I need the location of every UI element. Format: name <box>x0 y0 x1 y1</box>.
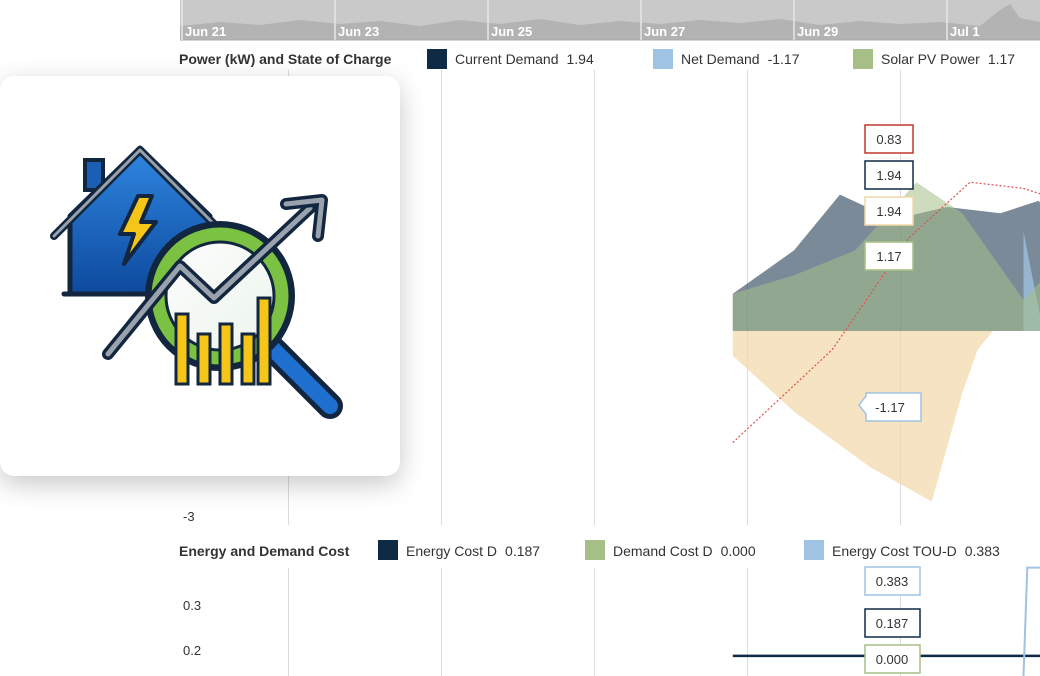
power-y-tick: -3 <box>183 509 195 524</box>
tooltip-demand-cost-d-value: 0.000 <box>876 652 909 667</box>
legend-swatch-net-demand <box>653 49 673 69</box>
tooltip-current-demand: 1.94 <box>864 160 914 190</box>
cost-y-tick-0-2: 0.2 <box>183 643 201 658</box>
svg-text:Energy Cost TOU-D0.383: Energy Cost TOU-D 0.383 <box>832 543 1000 559</box>
legend-value-energy-cost-tou-d: 0.383 <box>965 543 1000 559</box>
tooltip-energy-cost-tou-d-value: 0.383 <box>876 574 909 589</box>
legend-value-energy-cost-d: 0.187 <box>505 543 540 559</box>
legend-label-current-demand: Current Demand <box>455 51 559 67</box>
smart-home-energy-analytics-icon <box>50 145 343 419</box>
legend-value-net-demand: -1.17 <box>768 51 800 67</box>
legend-label-energy-cost-tou-d: Energy Cost TOU-D <box>832 543 957 559</box>
power-series-layer <box>732 181 1040 502</box>
svg-text:Demand Cost D0.000: Demand Cost D 0.000 <box>613 543 756 559</box>
tooltip-energy-cost-tou-d: 0.383 <box>864 566 921 596</box>
navigator-date-label: Jun 29 <box>797 24 838 39</box>
cost-panel: Energy and Demand Cost Energy Cost D 0.18… <box>179 540 1040 676</box>
legend-value-current-demand: 1.94 <box>567 51 594 67</box>
navigator-date-label: Jun 25 <box>491 24 532 39</box>
svg-text:Energy Cost D0.187: Energy Cost D 0.187 <box>406 543 540 559</box>
cost-y-tick-0-3: 0.3 <box>183 598 201 613</box>
illustration-card <box>0 76 400 476</box>
legend-label-energy-cost-d: Energy Cost D <box>406 543 497 559</box>
tooltip-solar: 1.17 <box>864 241 914 271</box>
tooltip-soc-value: 0.83 <box>876 132 901 147</box>
navigator-mini-series <box>180 4 1040 40</box>
legend-label-demand-cost-d: Demand Cost D <box>613 543 713 559</box>
legend-swatch-demand-cost-d <box>585 540 605 560</box>
tooltip-state-of-charge: 0.83 <box>864 124 914 154</box>
legend-item-solar-pv[interactable]: Solar PV Power 1.17 <box>853 49 1015 69</box>
navigator-date-label: Jun 27 <box>644 24 685 39</box>
navigator-date-label: Jun 21 <box>185 24 226 39</box>
power-tooltips: 0.83 1.94 1.94 1.17 -1.17 <box>858 124 922 422</box>
tooltip-battery: 1.94 <box>864 196 914 226</box>
power-panel-title: Power (kW) and State of Charge <box>179 51 392 67</box>
tooltip-solar-value: 1.17 <box>876 249 901 264</box>
series-energy-cost-tou-d <box>1022 566 1040 676</box>
series-battery <box>732 331 993 502</box>
navigator[interactable]: Jun 21 Jun 23 Jun 25 Jun 27 Jun 29 Jul 1 <box>180 0 1040 41</box>
legend-item-demand-cost-d[interactable]: Demand Cost D 0.000 <box>585 540 756 560</box>
tooltip-current-demand-value: 1.94 <box>876 168 901 183</box>
series-state-of-charge <box>732 181 1040 444</box>
trend-arrow-icon <box>102 194 328 360</box>
legend-label-net-demand: Net Demand <box>681 51 760 67</box>
svg-text:Net Demand-1.17: Net Demand -1.17 <box>681 51 800 67</box>
lightning-bolt-icon <box>118 194 158 266</box>
legend-item-energy-cost-tou-d[interactable]: Energy Cost TOU-D 0.383 <box>804 540 1000 560</box>
tooltip-net-demand-value: -1.17 <box>875 400 905 415</box>
tooltip-net-demand: -1.17 <box>858 392 922 422</box>
legend-swatch-energy-cost-d <box>378 540 398 560</box>
tooltip-demand-cost-d: 0.000 <box>864 644 921 674</box>
legend-item-net-demand[interactable]: Net Demand -1.17 <box>653 49 800 69</box>
legend-label-solar-pv: Solar PV Power <box>881 51 980 67</box>
cost-series-layer <box>732 566 1040 676</box>
cost-tooltips: 0.383 0.187 0.000 <box>864 566 921 674</box>
tooltip-battery-value: 1.94 <box>876 204 901 219</box>
navigator-date-label: Jul 1 <box>950 24 980 39</box>
tooltip-energy-cost-d-value: 0.187 <box>876 616 909 631</box>
cost-gridlines <box>288 568 901 676</box>
legend-swatch-energy-cost-tou-d <box>804 540 824 560</box>
cost-panel-title: Energy and Demand Cost <box>179 543 350 559</box>
tooltip-energy-cost-d: 0.187 <box>864 608 921 638</box>
legend-value-demand-cost-d: 0.000 <box>721 543 756 559</box>
legend-swatch-current-demand <box>427 49 447 69</box>
legend-swatch-solar-pv <box>853 49 873 69</box>
bar-chart-icon <box>174 296 272 386</box>
legend-value-solar-pv: 1.17 <box>988 51 1015 67</box>
legend-item-energy-cost-d[interactable]: Energy Cost D 0.187 <box>378 540 540 560</box>
navigator-date-label: Jun 23 <box>338 24 379 39</box>
legend-item-current-demand[interactable]: Current Demand 1.94 <box>427 49 594 69</box>
power-legend: Power (kW) and State of Charge Current D… <box>179 49 1015 69</box>
